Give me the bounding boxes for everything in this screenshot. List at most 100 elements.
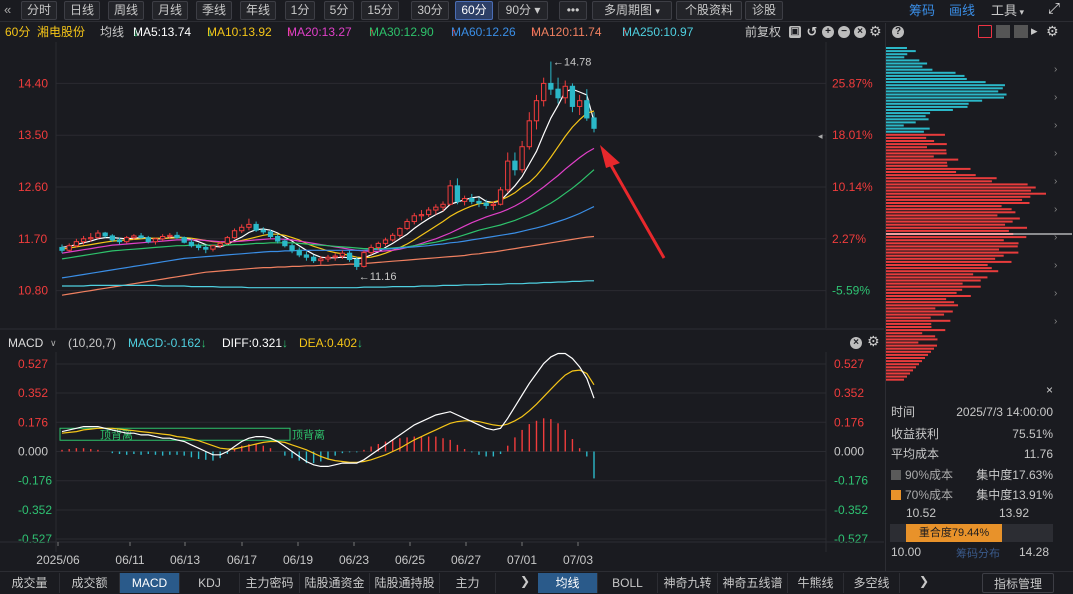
indicator-tab-left-2[interactable]: MACD <box>120 573 180 593</box>
chip-bar <box>886 158 959 161</box>
ma-legend-row: 60分 湘电股份 均线 MA5:13.74 ↓ MA10:13.92 ↓ MA20:13… <box>0 23 884 41</box>
more-button[interactable]: ••• <box>559 1 587 20</box>
info-row-avg-cost: 平均成本 11.76 <box>891 444 1053 464</box>
chip-bar <box>886 220 1013 223</box>
chip-bar <box>886 174 976 177</box>
indicator-tab-left-4[interactable]: 主力密码 <box>240 573 300 593</box>
chip-bar <box>886 164 948 167</box>
multi-period-button[interactable]: 多周期图 ▾ <box>592 1 672 20</box>
chip-bar <box>886 47 907 49</box>
panel-minimize-icon[interactable]: ▸ <box>1031 23 1038 38</box>
chip-bar <box>886 133 945 136</box>
indicator-tab-right-2[interactable]: 神奇九转 <box>658 573 718 593</box>
chip-bar <box>886 50 916 53</box>
indicator-tab-left-0[interactable]: 成交量 <box>0 573 60 593</box>
panel-gear-icon[interactable]: ⚙ <box>1046 23 1059 39</box>
chip-bar <box>886 229 1009 232</box>
period-tab-11[interactable]: 90分 ▾ <box>498 1 548 20</box>
avg-line-label[interactable]: 均线 <box>100 25 125 39</box>
ma-item-value: MA30:12.90 <box>369 25 434 39</box>
indicator-tab-left-7[interactable]: 主力 <box>440 573 496 593</box>
candle-body <box>361 252 367 267</box>
indicator-tab-right-0[interactable]: 均线 <box>538 573 598 593</box>
gear-icon[interactable]: ⚙ <box>869 23 882 39</box>
period-tab-3[interactable]: 月线 <box>152 1 188 20</box>
chip-bar <box>886 124 904 127</box>
chip-bar <box>886 298 947 301</box>
candle-body <box>447 185 453 205</box>
indicator-manage-button[interactable]: 指标管理 <box>982 573 1054 593</box>
period-tab-0[interactable]: 分时 <box>21 1 57 20</box>
chip-bar <box>886 245 1018 248</box>
chip-bar <box>886 171 957 173</box>
candle-body <box>483 202 489 206</box>
period-tab-5[interactable]: 年线 <box>240 1 276 20</box>
indicator-tab-right-5[interactable]: 多空线 <box>844 573 900 593</box>
period-tab-2[interactable]: 周线 <box>108 1 144 20</box>
macd-y-tick-right: -0.176 <box>834 474 868 488</box>
period-tab-4[interactable]: 季线 <box>196 1 232 20</box>
candle-body <box>203 246 209 250</box>
indicator-tab-right-1[interactable]: BOLL <box>598 573 658 593</box>
undo-icon[interactable]: ↺ <box>806 24 818 39</box>
period-tab-9[interactable]: 30分 <box>411 1 449 20</box>
chip-bar <box>886 136 927 139</box>
macd-y-tick-right: -0.527 <box>834 532 868 546</box>
stock-info-button[interactable]: 个股资料 <box>676 1 742 20</box>
period-tab-1[interactable]: 日线 <box>64 1 100 20</box>
period-tab-8[interactable]: 15分 <box>361 1 399 20</box>
zoom-out-icon[interactable]: − <box>838 26 850 38</box>
candle-body <box>325 256 331 260</box>
chip-bar <box>886 270 999 273</box>
indicator-tab-right-4[interactable]: 牛熊线 <box>788 573 844 593</box>
close-macd-icon[interactable]: × <box>850 337 862 349</box>
period-tab-6[interactable]: 1分 <box>285 1 315 20</box>
chip-button[interactable]: 筹码 <box>909 3 936 18</box>
indicator-tab-left-3[interactable]: KDJ <box>180 573 240 593</box>
collapse-icon[interactable]: « <box>4 2 12 17</box>
candle-body <box>526 120 532 148</box>
adjust-label[interactable]: 前复权 <box>745 25 782 39</box>
tabs-right-arrow-icon[interactable]: ❯ <box>520 574 531 588</box>
candle-body <box>275 235 281 242</box>
candlestick-chart[interactable]: 14.40 25.87% 13.50 18.01% 12.60 10.14% 11.70 2.… <box>0 42 884 330</box>
help-icon[interactable]: ? <box>892 26 904 38</box>
macd-label[interactable]: MACD <box>8 336 44 350</box>
chevron-down-icon: ▾ <box>655 6 660 16</box>
macd-chart[interactable]: 0.527 0.527 0.352 0.352 0.176 0.176 0.000 0.000… <box>0 352 884 571</box>
tabs-more-arrow-icon[interactable]: ❯ <box>919 574 930 588</box>
chip-view-red-icon[interactable] <box>978 25 992 38</box>
info-value: 75.51% <box>1012 427 1053 441</box>
x-tick-label: 06/25 <box>395 553 425 567</box>
chip-bar <box>886 81 986 84</box>
chip-bar <box>886 335 936 338</box>
overlap-bar: 重合度79.44% <box>906 524 1002 542</box>
draw-line-button[interactable]: 画线 <box>949 3 976 18</box>
chevron-down-icon[interactable]: ∨ <box>50 338 57 348</box>
chip-view-gray2-icon[interactable] <box>1014 25 1028 38</box>
chip-view-gray-icon[interactable] <box>996 25 1010 38</box>
indicator-tab-left-1[interactable]: 成交额 <box>60 573 120 593</box>
tools-button[interactable]: 工具 ▾ <box>991 3 1024 20</box>
candle-body <box>411 215 417 223</box>
chip-bar <box>886 329 946 332</box>
period-tab-10[interactable]: 60分 <box>455 1 493 20</box>
close-info-icon[interactable]: × <box>1046 383 1054 397</box>
zoom-in-icon[interactable]: + <box>822 26 834 38</box>
lock-icon[interactable]: ▣ <box>789 26 801 38</box>
indicator-tab-left-6[interactable]: 陆股通持股 <box>370 573 440 593</box>
candle-body <box>476 200 482 204</box>
close-indicator-icon[interactable]: × <box>854 26 866 38</box>
side-scroll-arrows[interactable]: › › › › › › › › › › <box>1054 64 1058 327</box>
chip-bar <box>886 307 936 310</box>
chip-bar <box>886 152 947 155</box>
macd-gear-icon[interactable]: ⚙ <box>867 333 880 349</box>
indicator-tab-left-5[interactable]: 陆股通资金 <box>300 573 370 593</box>
macd-y-tick: -0.176 <box>18 474 52 488</box>
expand-arrows-icon[interactable]: ⤢ <box>1048 0 1061 17</box>
period-tab-7[interactable]: 5分 <box>324 1 354 20</box>
indicator-tab-right-3[interactable]: 神奇五线谱 <box>718 573 788 593</box>
chip-bar <box>886 313 945 316</box>
diagnose-button[interactable]: 诊股 <box>745 1 783 20</box>
candle-body <box>131 235 137 239</box>
